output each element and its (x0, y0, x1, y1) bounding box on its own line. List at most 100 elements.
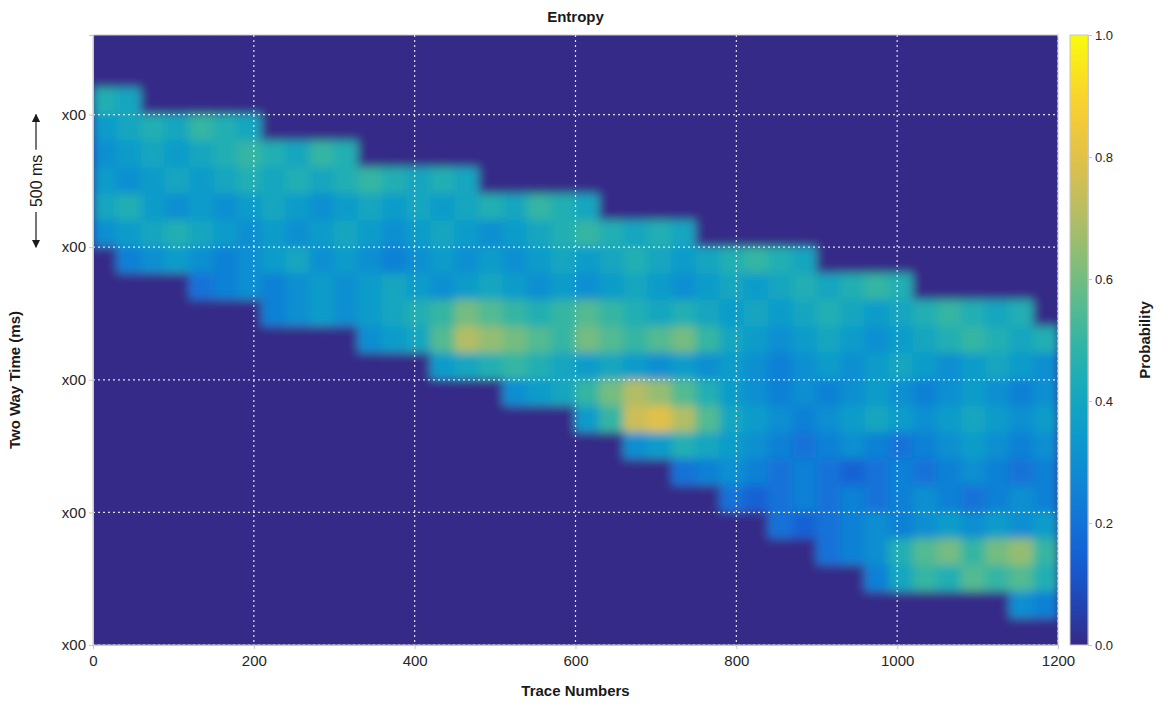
cell (358, 300, 383, 328)
cell (261, 618, 286, 645)
cell (575, 512, 600, 540)
cell (865, 247, 890, 275)
cell (889, 114, 914, 142)
cell (768, 459, 793, 487)
cell (1009, 485, 1034, 513)
cell (1009, 61, 1034, 89)
cell (454, 194, 479, 222)
grid (93, 35, 1058, 645)
cell (961, 432, 986, 460)
cell (430, 141, 455, 169)
cell (310, 247, 335, 275)
tick-mark (897, 645, 898, 649)
cell (503, 379, 528, 407)
cell (1033, 512, 1058, 540)
cell (382, 353, 407, 381)
cell (334, 379, 359, 407)
tick-label: 400 (403, 652, 428, 669)
cell (1009, 167, 1034, 195)
cell (768, 300, 793, 328)
cell (527, 35, 552, 62)
cell (527, 220, 552, 248)
cell (165, 300, 190, 328)
cell (382, 273, 407, 301)
tick-mark (89, 115, 93, 116)
cell (286, 114, 311, 142)
cell (696, 485, 721, 513)
cell (937, 406, 962, 434)
cell (913, 512, 938, 540)
cell (623, 591, 648, 619)
cell (310, 114, 335, 142)
cell (647, 114, 672, 142)
cell (141, 485, 166, 513)
cell (623, 114, 648, 142)
cell (720, 220, 745, 248)
cell (382, 459, 407, 487)
cell (213, 485, 238, 513)
cell (358, 220, 383, 248)
cell (985, 485, 1010, 513)
cell (647, 220, 672, 248)
cell (720, 247, 745, 275)
cell (647, 379, 672, 407)
cell (334, 406, 359, 434)
cell (261, 485, 286, 513)
cell (599, 512, 624, 540)
cell (623, 35, 648, 62)
cell (889, 247, 914, 275)
cell (647, 273, 672, 301)
cell (961, 512, 986, 540)
cell (189, 591, 214, 619)
cell (382, 485, 407, 513)
cell (623, 326, 648, 354)
cell (141, 61, 166, 89)
cell (165, 273, 190, 301)
cell (840, 591, 865, 619)
cell (479, 432, 504, 460)
cell (913, 194, 938, 222)
cell (479, 459, 504, 487)
cell (889, 167, 914, 195)
colorbar-ramp (1070, 35, 1088, 645)
cell (647, 565, 672, 593)
cell (647, 326, 672, 354)
cell (672, 485, 697, 513)
cell (575, 565, 600, 593)
cell (117, 114, 142, 142)
cell (93, 618, 118, 645)
cell (503, 432, 528, 460)
cell (430, 591, 455, 619)
cell (696, 114, 721, 142)
cell (913, 379, 938, 407)
grid-line (897, 35, 898, 645)
cell (117, 512, 142, 540)
cell (406, 379, 431, 407)
annotation: 500 ms (28, 115, 45, 248)
cell (213, 459, 238, 487)
cell (165, 114, 190, 142)
cell (117, 247, 142, 275)
tick-label: x00 (62, 504, 86, 521)
cell (310, 379, 335, 407)
cell (430, 61, 455, 89)
cell (334, 194, 359, 222)
cell (406, 353, 431, 381)
cell (865, 61, 890, 89)
cell (310, 565, 335, 593)
cell (406, 88, 431, 116)
grid-line (253, 35, 254, 645)
cell (358, 591, 383, 619)
cell (382, 565, 407, 593)
cell (816, 141, 841, 169)
cell (165, 61, 190, 89)
cell (527, 353, 552, 381)
cell (913, 220, 938, 248)
cell (93, 61, 118, 89)
cell (937, 167, 962, 195)
cell (840, 326, 865, 354)
cell (623, 485, 648, 513)
cell (237, 88, 262, 116)
cell (430, 300, 455, 328)
cell (213, 591, 238, 619)
